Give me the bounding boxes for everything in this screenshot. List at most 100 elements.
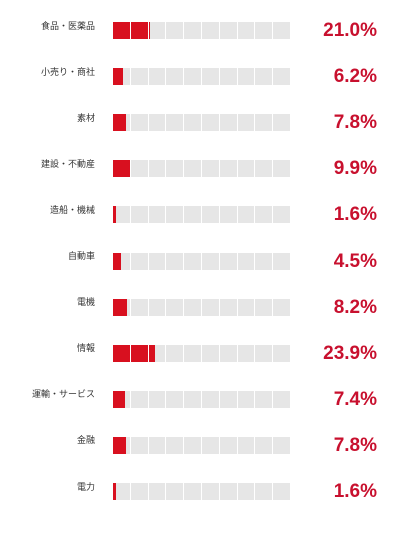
bar-segment [113,160,130,178]
bar-track [113,22,290,39]
bar-segment [184,68,201,86]
bar-segment [113,298,130,316]
bar-segment [255,114,273,132]
bar-segment [130,206,148,224]
bar-fill [113,483,116,500]
category-label: 金融 [76,436,95,447]
value-label: 21.0% [323,20,377,41]
bar-segment [166,114,184,132]
bar-track [113,483,290,500]
category-label: 自動車 [67,252,95,262]
bar-segment [130,22,148,39]
bar-segment [130,298,148,316]
bar-segment [166,483,184,500]
bar-segment [113,436,130,454]
bar-segment [184,344,201,362]
bar-segment [201,114,219,132]
value-label: 4.5% [333,250,377,272]
bar-track [113,436,290,454]
bar-segment [237,160,255,178]
bar-segment [113,344,130,362]
bar-segment [237,68,255,86]
bar-segment [184,252,201,270]
bar-segment [148,206,166,224]
bar-track [113,390,290,408]
value-label: 23.9% [323,342,377,364]
category-label: 素材 [76,113,95,124]
bar-segment [201,298,219,316]
value-label: 1.6% [333,481,377,502]
bar-segment [201,436,219,454]
bar-segment [184,160,201,178]
value-label: 7.8% [333,434,377,456]
bar-segment [130,344,148,362]
bar-segment [237,390,255,408]
bar-segment [273,344,290,362]
bar-segment [130,252,148,270]
bar-segment [219,206,237,224]
bar-segment [237,114,255,132]
bar-segment [166,160,184,178]
bar-segment [255,344,273,362]
category-label: 建設・不動産 [40,159,95,170]
bar-segment [273,252,290,270]
bar-segment [113,114,130,132]
bar-segment [201,390,219,408]
bar-segment [113,22,130,39]
bar-segment [148,252,166,270]
bar-fill [113,390,126,408]
bar-segment [255,436,273,454]
bar-track [113,160,290,178]
bar-segment [219,22,237,39]
bar-segment [166,252,184,270]
bar-segment [237,344,255,362]
bar-segment [166,68,184,86]
bar-segment [130,390,148,408]
bar-track [113,298,290,316]
bar-segment [148,344,166,362]
bar-segment [201,252,219,270]
bar-segment [273,206,290,224]
value-label: 7.4% [333,388,377,410]
bar-segment [255,206,273,224]
category-label: 小売り・商社 [40,67,95,78]
bar-segment [166,436,184,454]
bar-segment [201,483,219,500]
bar-segment [237,22,255,39]
bar-fill [113,68,124,86]
bar-segment [219,483,237,500]
bar-track [113,344,290,362]
bar-track [113,206,290,224]
bar-segment [237,298,255,316]
bar-segment [273,483,290,500]
bar-segment [130,68,148,86]
bar-fill [113,252,121,270]
bar-fill [113,114,127,132]
value-label: 7.8% [333,112,377,134]
bar-fill [148,344,156,362]
bar-segment [219,344,237,362]
value-label: 9.9% [333,158,377,180]
bar-fill [148,22,151,39]
bar-fill [113,344,130,362]
bar-segment [201,68,219,86]
bar-segment [219,160,237,178]
category-label: 造船・機械 [49,205,95,216]
bar-segment [130,114,148,132]
bar-segment [237,252,255,270]
bar-segment [255,252,273,270]
value-label: 6.2% [333,66,377,88]
bar-segment [255,298,273,316]
bar-segment [184,114,201,132]
bar-segment [113,252,130,270]
bar-segment [219,114,237,132]
bar-segment [166,22,184,39]
bar-segment [130,436,148,454]
bar-segment [219,68,237,86]
bar-fill [113,436,127,454]
bar-segment [113,68,130,86]
category-label: 食品・医薬品 [40,21,95,32]
bar-segment [273,160,290,178]
category-label: 電力 [76,482,95,493]
